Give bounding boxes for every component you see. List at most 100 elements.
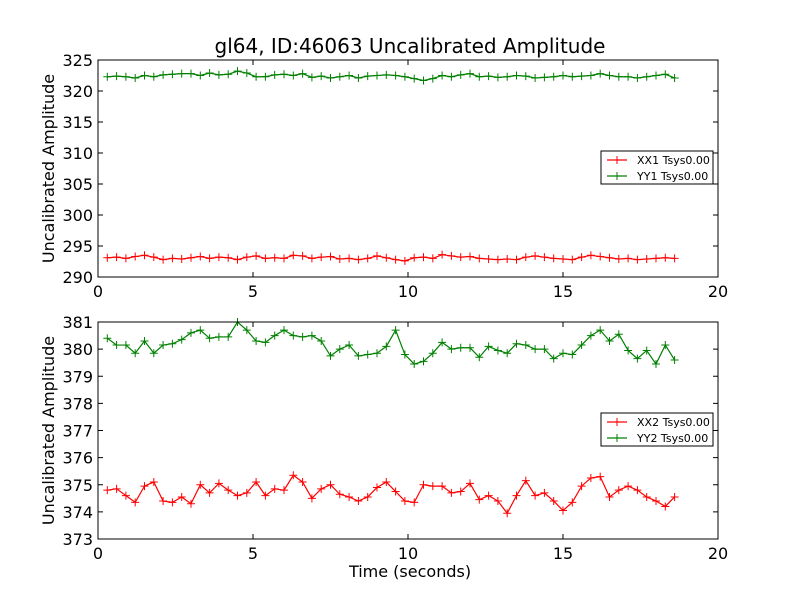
data-point [382,253,391,262]
data-point [605,71,614,80]
data-point [261,491,270,500]
data-point [242,253,251,262]
data-point [438,250,447,259]
data-point [531,345,540,354]
data-point [335,490,344,499]
data-point [177,255,186,264]
y-tick-label: 315 [62,113,93,132]
data-point [373,483,381,492]
data-point [103,72,112,81]
data-point [475,495,484,504]
data-point [317,484,326,493]
data-point [261,72,270,81]
data-point [252,478,261,487]
data-point [317,336,326,345]
data-point [521,72,530,81]
data-point [103,334,112,343]
x-tick-label: 5 [248,544,258,563]
data-point [670,492,679,501]
data-point [131,498,140,507]
data-point [270,484,279,493]
data-point [121,341,130,350]
data-point [400,497,409,506]
data-point [261,338,270,347]
data-point [298,478,307,487]
data-point [540,488,549,497]
data-point [307,254,316,263]
data-point [205,488,214,497]
y-tick-label: 325 [62,51,93,70]
data-point [568,498,577,507]
data-point [614,72,623,81]
data-point [280,326,288,335]
subplot-1: 0 5 10 15 20 290 295 300 305 310 315 320 325Uncalibr… [39,51,728,301]
data-point [577,253,586,262]
data-point [512,491,521,500]
legend-marker [613,418,621,426]
legend-marker [613,156,621,164]
data-point [670,254,679,263]
data-point [103,253,112,262]
data-point [307,331,316,340]
subplot-2: 0 5 10 15 20 373 374 375 376 377 378 379 380 381Uncal… [39,313,728,563]
data-point [382,342,391,351]
data-point [400,72,409,81]
data-point [326,73,335,82]
data-point [233,491,242,500]
data-point [605,336,614,345]
data-point [363,254,372,263]
legend-box [600,150,714,185]
data-point [586,331,595,340]
data-point [354,255,363,264]
data-point [642,492,651,501]
data-point [196,71,205,80]
data-point [540,73,549,82]
data-point [419,480,428,489]
data-point [549,354,558,363]
data-point [642,346,651,355]
data-point [493,73,502,82]
data-point [410,74,419,83]
data-point [484,491,493,500]
data-point [307,494,316,503]
data-point [205,69,214,78]
data-point [531,491,540,500]
y-tick-label: 320 [62,82,93,101]
data-point [586,473,595,482]
data-point [661,341,670,350]
data-point [484,342,493,351]
y-tick-label: 295 [62,237,93,256]
data-point [187,328,195,337]
data-point [289,71,298,80]
data-point [373,251,381,260]
data-point [233,67,242,76]
y-axis-label: Uncalibrated Amplitude [39,336,58,525]
y-tick-label: 379 [62,367,93,386]
data-point [354,351,363,360]
data-point [261,254,270,263]
x-tick-label: 10 [398,282,418,301]
data-point [252,251,261,260]
data-point [224,486,233,495]
y-tick-label: 375 [62,476,93,495]
data-point [177,335,186,344]
data-point [354,497,363,506]
data-point [335,72,344,81]
data-point [419,357,428,366]
data-point [586,251,595,260]
data-point [531,251,540,260]
data-point [438,71,447,80]
data-point [503,72,512,81]
data-point [168,498,177,507]
data-point [596,69,605,78]
data-point [614,486,623,495]
data-point [363,350,372,359]
data-point [177,69,186,78]
data-point [326,351,335,360]
data-point [568,255,577,264]
data-point [103,486,112,495]
y-tick-label: 377 [62,422,93,441]
data-point [633,73,642,82]
